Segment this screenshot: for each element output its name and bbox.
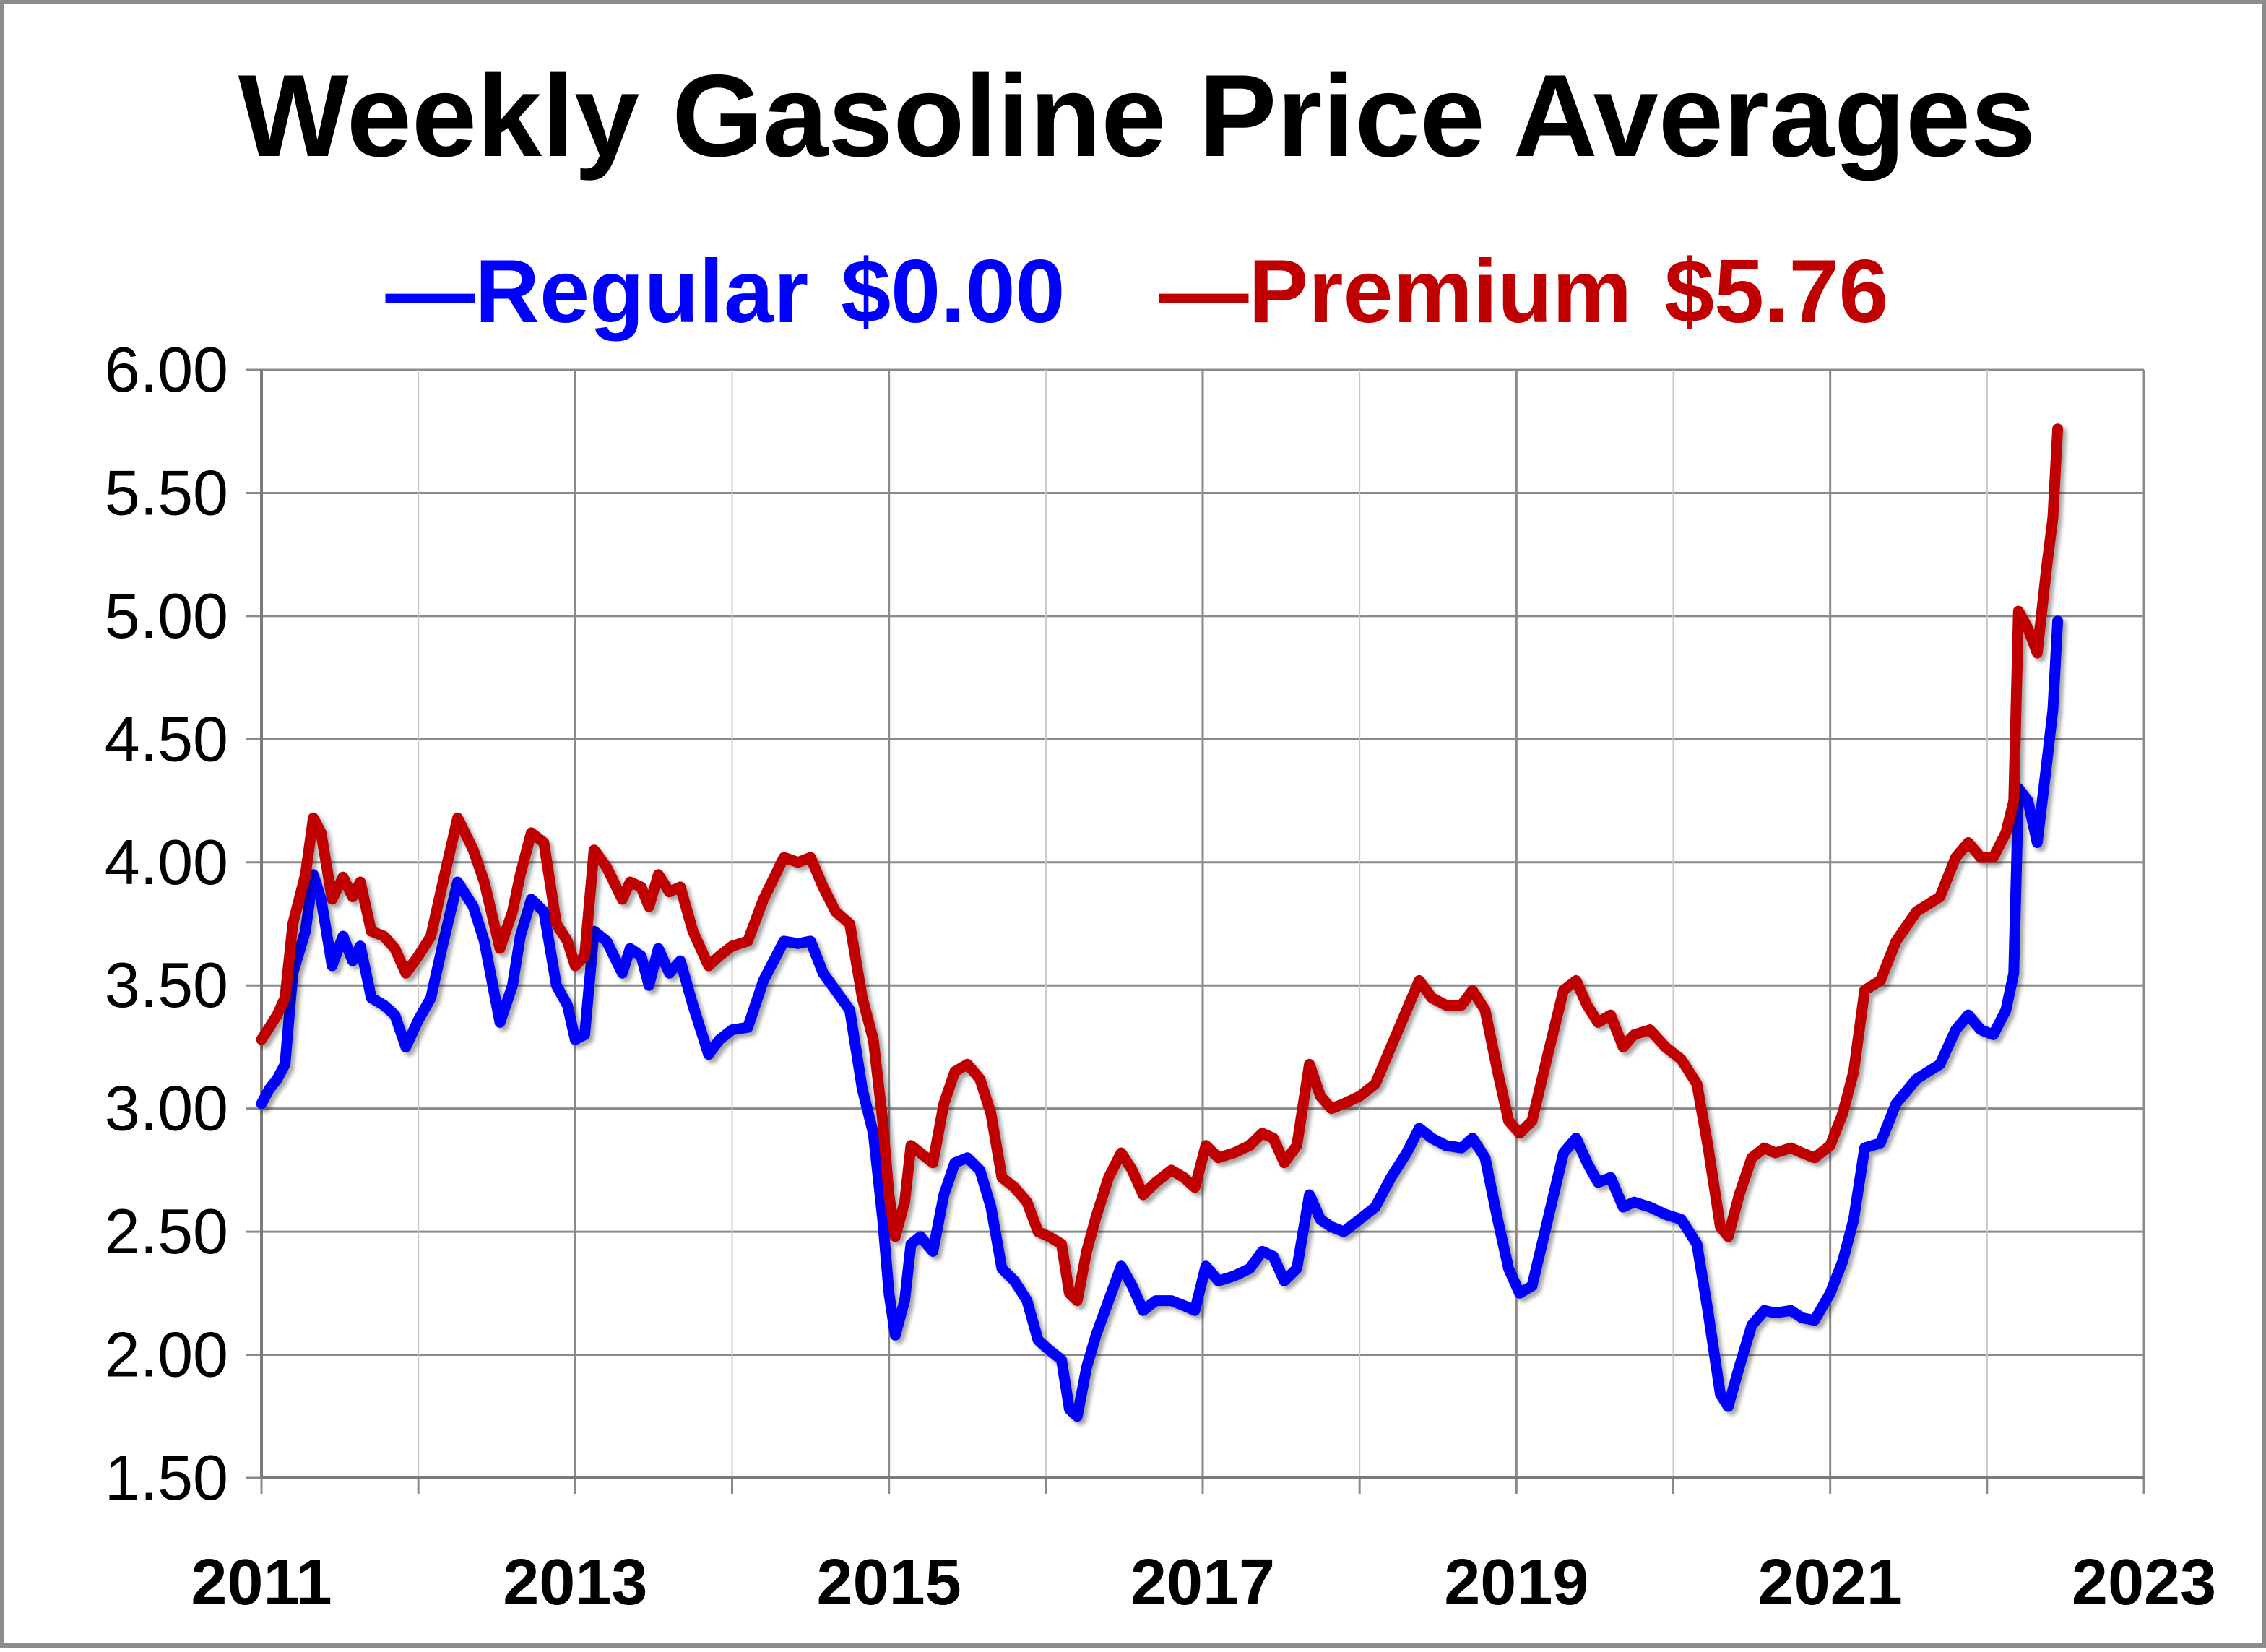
x-tick-label: 2015 (817, 1547, 961, 1619)
legend: —Regular $0.00 —Premium $5.76 (386, 242, 1889, 342)
axes (246, 368, 2145, 1494)
series-line-regular (256, 615, 2064, 1422)
y-tick-label: 2.50 (105, 1195, 228, 1267)
y-tick-label: 6.00 (105, 334, 228, 405)
x-tick-label: 2023 (2072, 1547, 2216, 1619)
y-tick-label: 4.00 (105, 826, 228, 898)
svg-text:—Regular$0.00—Premium$5.76: —Regular $0.00 —Premium $5.76 (386, 242, 1889, 342)
legend-label-premium: Premium (1249, 242, 1633, 342)
legend-marker-premium: — (1159, 242, 1249, 342)
y-tick-label: 5.00 (105, 580, 228, 652)
x-tick-label: 2019 (1444, 1547, 1588, 1619)
series-line-premium (256, 423, 2064, 1307)
legend-value-premium: $5.76 (1664, 242, 1888, 342)
y-tick-label: 3.50 (105, 949, 228, 1021)
x-tick-label: 2021 (1758, 1547, 1903, 1619)
y-tick-labels: 1.50 2.00 2.50 3.00 3.50 4.00 4.50 5.00 5.50 6.00 (105, 334, 228, 1513)
x-tick-label: 2013 (503, 1547, 647, 1619)
y-tick-label: 4.50 (105, 703, 228, 774)
series-lines (256, 423, 2064, 1422)
y-tick-label: 1.50 (105, 1442, 228, 1513)
y-tick-label: 2.00 (105, 1319, 228, 1391)
y-tick-label: 5.50 (105, 457, 228, 528)
chart-title: Weekly Gasoline Price Averages (238, 51, 2036, 181)
legend-marker-regular: — (386, 242, 475, 342)
y-tick-label: 3.00 (105, 1073, 228, 1144)
legend-value-regular: $0.00 (841, 242, 1065, 342)
x-tick-labels: 2011 2013 2015 2017 2019 2021 2023 (191, 1547, 2216, 1619)
x-tick-label: 2017 (1130, 1547, 1275, 1619)
line-chart: Weekly Gasoline Price Averages —Regular $… (105, 51, 2216, 1619)
x-tick-label: 2011 (191, 1547, 332, 1619)
legend-label-regular: Regular (475, 242, 809, 342)
